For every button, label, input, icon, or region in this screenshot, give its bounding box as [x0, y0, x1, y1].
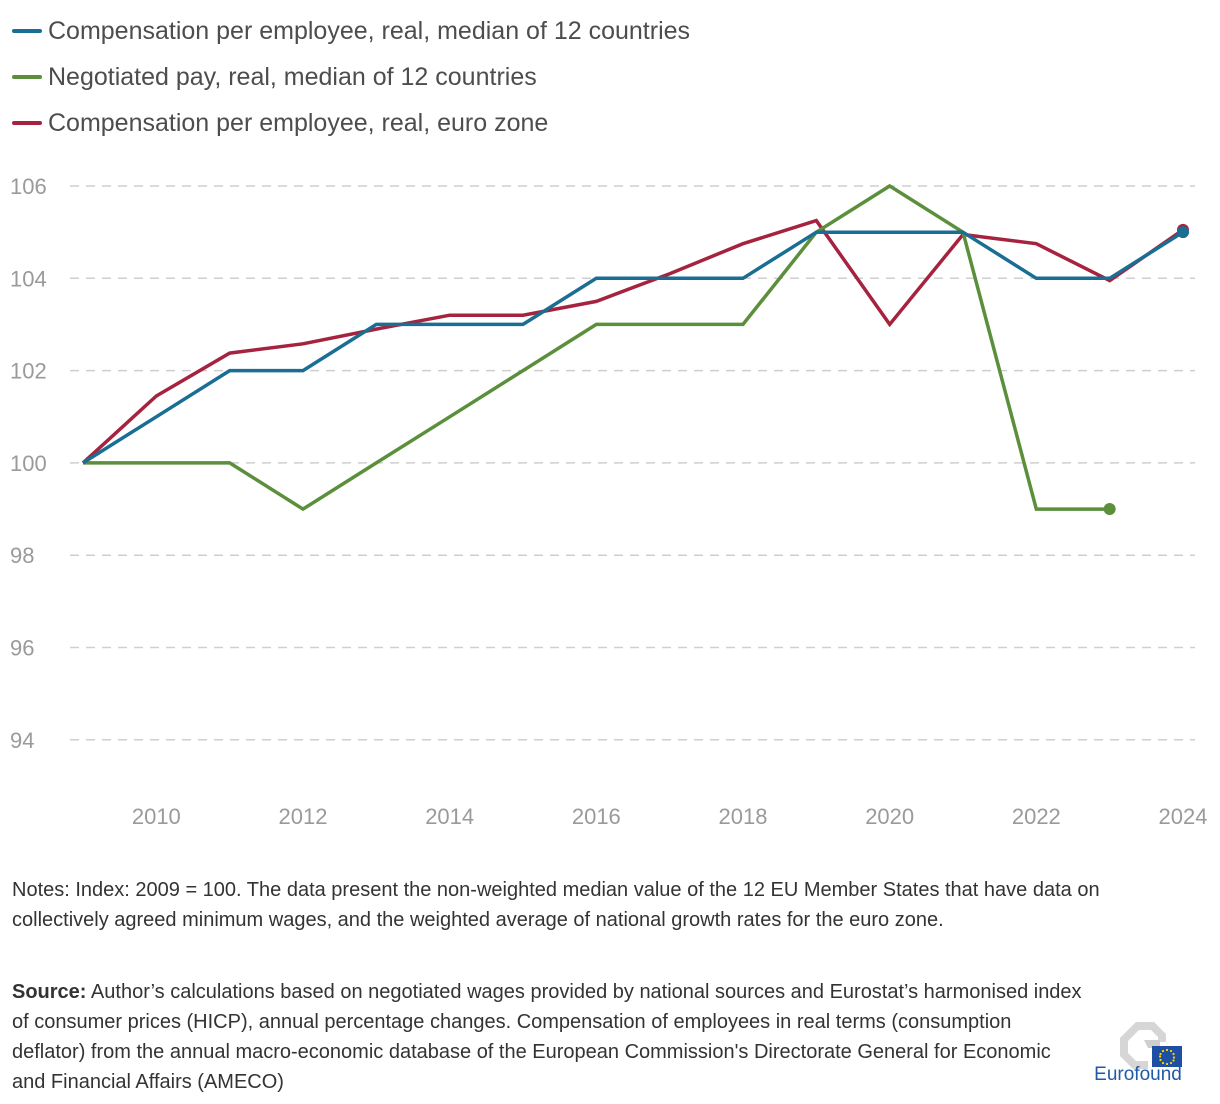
- series-end-point-1[interactable]: [1103, 503, 1116, 516]
- legend-swatch: [12, 121, 42, 125]
- series-line-0[interactable]: [82, 230, 1184, 465]
- y-tick-label: 94: [10, 728, 34, 753]
- logo-text: Eurofound: [1094, 1064, 1182, 1085]
- legend-item-negotiated-pay[interactable]: Negotiated pay, real, median of 12 count…: [12, 54, 690, 100]
- series-line-1[interactable]: [83, 183, 1110, 512]
- source-text: Author’s calculations based on negotiate…: [12, 981, 1082, 1093]
- eurofound-logo-icon: [1120, 1022, 1182, 1069]
- chart-source: Source: Author’s calculations based on n…: [12, 977, 1082, 1097]
- y-axis: 106 104 102 100 98 96 94: [10, 174, 47, 753]
- legend-label: Compensation per employee, real, euro zo…: [48, 108, 549, 137]
- y-tick-label: 98: [10, 543, 34, 568]
- series-end-point-0[interactable]: [1177, 226, 1189, 239]
- x-tick-label: 2014: [425, 804, 474, 829]
- y-tick-label: 104: [10, 266, 47, 291]
- y-tick-label: 106: [10, 174, 47, 199]
- legend-swatch: [12, 75, 42, 79]
- chart-legend: Compensation per employee, real, median …: [12, 8, 690, 146]
- x-axis: 2010 2012 2014 2016 2018 2020 2022 2024: [132, 804, 1208, 829]
- y-tick-label: 100: [10, 451, 47, 476]
- legend-label: Compensation per employee, real, median …: [48, 16, 691, 45]
- grid-layer: [70, 185, 1195, 741]
- x-tick-label: 2018: [719, 804, 768, 829]
- legend-item-compensation-euro-zone[interactable]: Compensation per employee, real, euro zo…: [12, 100, 690, 146]
- x-tick-label: 2024: [1159, 804, 1208, 829]
- eurofound-logo[interactable]: Eurofound: [1088, 1018, 1188, 1088]
- x-tick-label: 2020: [865, 804, 914, 829]
- chart-notes: Notes: Index: 2009 = 100. The data prese…: [12, 879, 1100, 931]
- series-line-2[interactable]: [81, 218, 1184, 465]
- legend-item-compensation-median[interactable]: Compensation per employee, real, median …: [12, 8, 690, 54]
- x-tick-label: 2012: [279, 804, 328, 829]
- x-tick-label: 2022: [1012, 804, 1061, 829]
- series-layer: [81, 183, 1189, 516]
- x-tick-label: 2016: [572, 804, 621, 829]
- source-label: Source:: [12, 981, 87, 1003]
- x-tick-label: 2010: [132, 804, 181, 829]
- legend-label: Negotiated pay, real, median of 12 count…: [48, 62, 537, 91]
- y-tick-label: 102: [10, 359, 47, 384]
- y-tick-label: 96: [10, 636, 34, 661]
- legend-swatch: [12, 29, 42, 33]
